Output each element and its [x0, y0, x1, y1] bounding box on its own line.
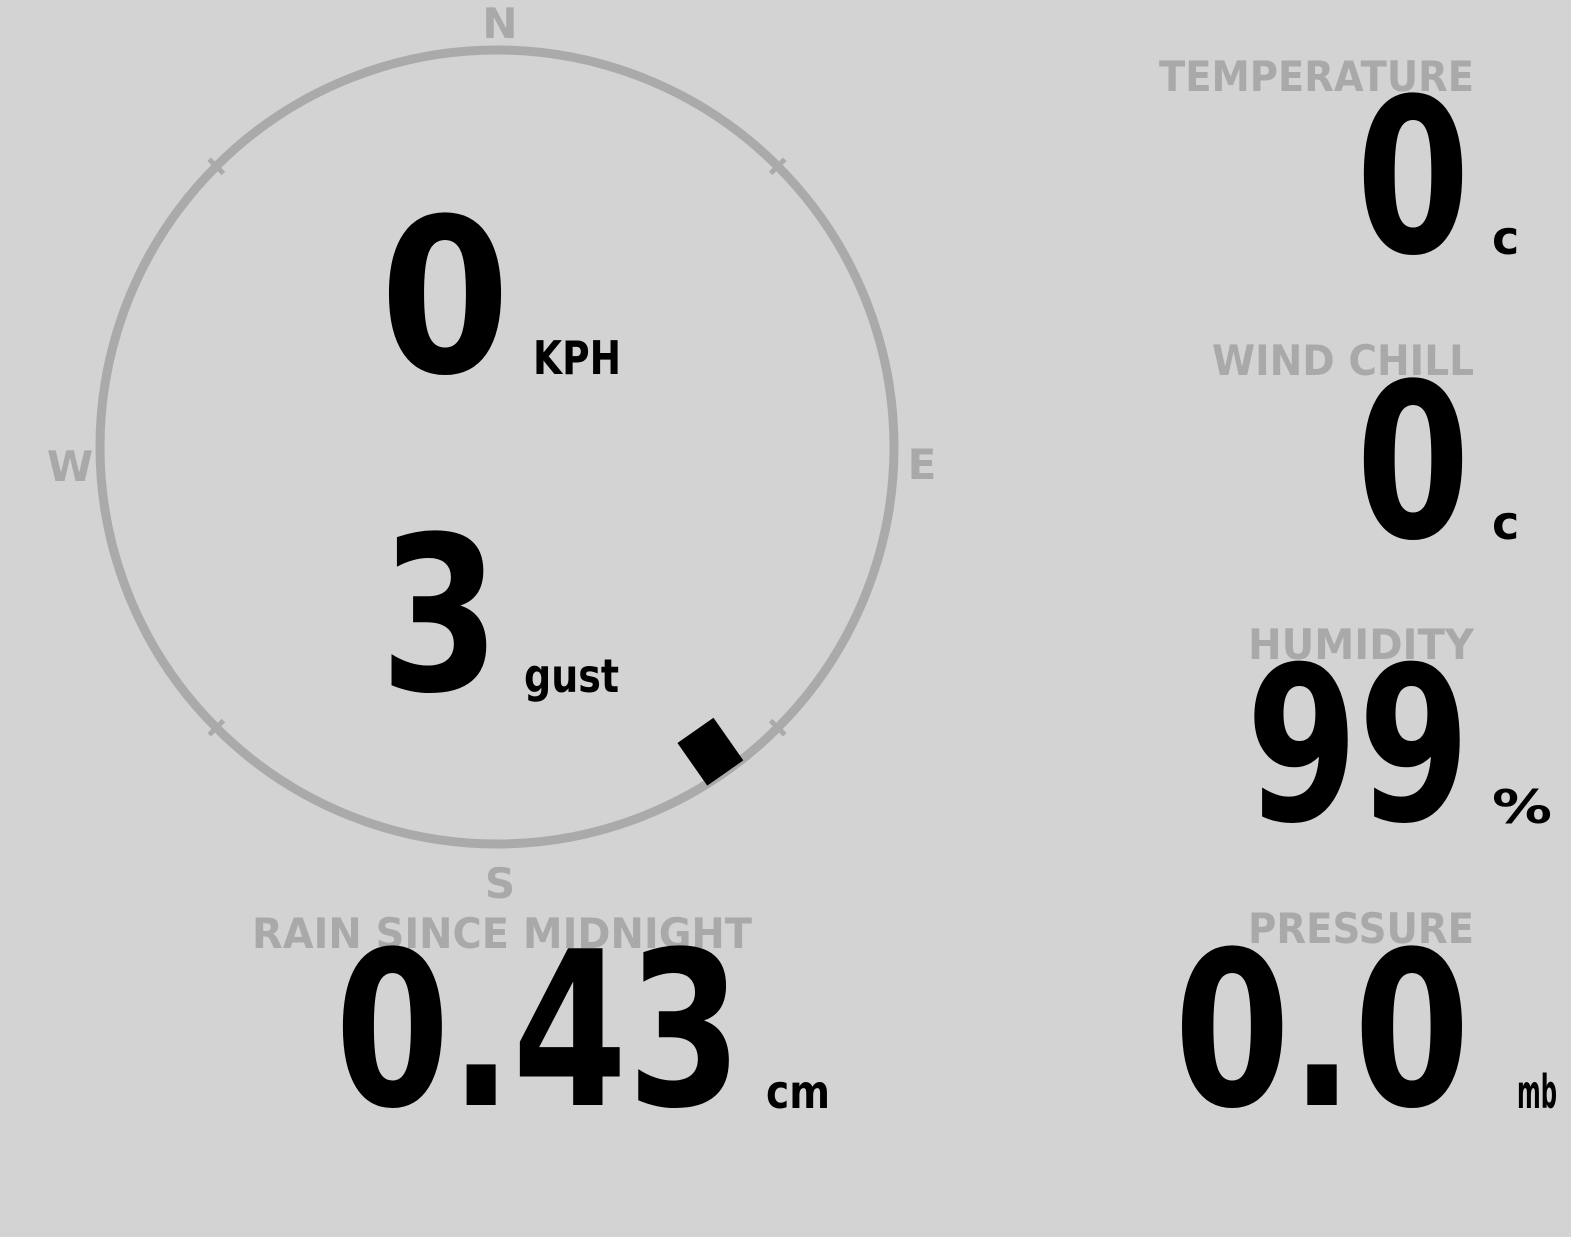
pressure-label: PRESSURE [1248, 904, 1474, 953]
humidity-label: HUMIDITY [1248, 620, 1475, 669]
rain-value: 0.43 [335, 905, 742, 1156]
temperature-unit: c [1492, 211, 1519, 265]
compass-north: N [482, 0, 517, 48]
pressure-unit: mb [1517, 1065, 1557, 1119]
wind-chill-unit: c [1492, 496, 1519, 550]
compass-tick [207, 718, 226, 737]
rain-unit: cm [766, 1065, 830, 1119]
wind-chill-value: 0 [1356, 337, 1470, 588]
compass-tick [768, 157, 787, 176]
compass: N E S W [47, 0, 937, 908]
temperature-label: TEMPERATURE [1159, 52, 1474, 101]
wind-chill-label: WIND CHILL [1212, 336, 1474, 385]
wind-gust: 3 [380, 490, 500, 741]
wind-gust-unit: gust [524, 649, 619, 703]
rain-label: RAIN SINCE MIDNIGHT [252, 909, 752, 958]
wind-speed: 0 [380, 172, 510, 423]
compass-ring [95, 45, 899, 849]
compass-east: E [908, 440, 937, 489]
temperature-value: 0 [1356, 52, 1470, 303]
wind-speed-unit: KPH [533, 331, 621, 385]
wind-direction-marker [677, 717, 744, 786]
compass-south: S [485, 859, 515, 908]
pressure-value: 0.0 [1174, 905, 1470, 1156]
humidity-value: 99 [1246, 620, 1470, 871]
compass-ticks [207, 157, 787, 737]
compass-tick [768, 718, 787, 737]
humidity-unit: % [1492, 780, 1552, 834]
compass-west: W [47, 442, 93, 491]
compass-tick [207, 157, 226, 176]
